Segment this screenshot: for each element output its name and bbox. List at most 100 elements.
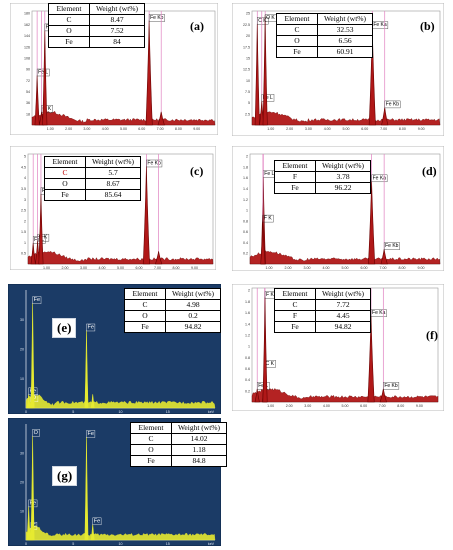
element-cell: F [274,171,316,183]
table-row: F 4.45 [274,310,371,322]
x-tick-label: 1.00 [43,266,50,270]
x-tick-label: 1.00 [47,127,54,131]
peak-label-box [262,214,274,223]
x-tick-label: 5.00 [342,266,349,270]
panel-b: C K Fe L O K Fe Ka Fe Kb 2.5 5 7.5 10 12.5 15 17.5 2… [232,3,444,136]
peak-mark [154,251,163,265]
panel-g: FeCOFeFe102030051015keVElementWeight (wt… [8,418,227,546]
y-tick-label: 4 [24,176,26,180]
x-tick-label: 4.00 [102,127,109,131]
y-tick-label: 1 [24,241,26,245]
weight-cell: 4.45 [315,310,371,322]
y-tick-label: 17.5 [243,45,250,49]
element-cell: Fe [48,36,90,48]
peak-label-box [383,242,400,250]
weight-cell: 7.72 [315,299,371,311]
table-row: Fe 96.22 [274,182,371,194]
background-noise [31,111,216,126]
weight-cell: 6.56 [317,35,373,47]
peak-label-box [370,309,387,317]
x-tick-label: 4.00 [323,266,330,270]
panel-label: (c) [190,164,204,178]
peak-label: O K [39,235,48,241]
column-header-element: Element [274,288,316,300]
y-tick-label: 90 [26,68,30,72]
y-tick-label: 10 [20,377,24,381]
y-tick-label: 30 [20,318,24,322]
weight-cell: 32.53 [317,24,373,36]
element-cell: Fe [274,182,316,194]
x-tick-label: 5.00 [343,127,350,131]
element-cell: O [124,310,166,322]
y-tick-label: 1 [246,209,248,213]
element-cell: Fe [276,46,318,58]
x-tick-label: 5.00 [120,127,127,131]
column-header-element: Element [274,160,316,172]
peak-label-box [32,296,42,304]
y-tick-label: 1 [248,345,250,349]
y-tick-label: 0.8 [243,219,248,223]
table-header-row: Element Weight (wt%) [274,288,371,300]
x-tick-label: 9.00 [418,266,425,270]
element-cell: O [48,25,90,37]
table-header-row: Element Weight (wt%) [274,160,371,172]
weight-cell: 96.22 [315,182,371,194]
x-tick-label: 2.00 [285,266,292,270]
y-tick-label: 0.4 [245,378,250,382]
x-tick-label: 8.00 [399,127,406,131]
y-tick-label: 12.5 [243,68,250,72]
background-noise [25,525,216,541]
element-cell: Fe [130,455,172,467]
table-row: F 3.78 [274,171,371,183]
composition-table: Element Weight (wt%) C 7.72 F 4.45 Fe 94.82 [274,288,371,333]
table-row: O 0.2 [124,310,221,322]
peak-label: O [34,430,39,436]
y-tick-label: 15 [246,56,250,60]
x-tick-label: 5.00 [342,404,349,408]
x-tick-label: 3.00 [83,127,90,131]
composition-table: Element Weight (wt%) C 5.7 O 8.67 Fe 85.64 [44,156,141,201]
peak-label-box [383,382,400,390]
element-cell: Fe [44,189,86,201]
table-row: C 14.02 [130,433,227,445]
y-tick-label: 7.5 [245,90,250,94]
column-header-weight: Weight (wt%) [315,160,371,172]
x-tick-label: 3.00 [305,127,312,131]
composition-table: Element Weight (wt%) C 4.98 O 0.2 Fe 94.82 [124,288,221,333]
composition-table: Element Weight (wt%) C 14.02 O 1.18 Fe 84.8 [130,422,227,467]
y-tick-label: 180 [24,12,30,16]
peak-label: F K [264,216,272,222]
weight-cell: 85.64 [85,189,141,201]
x-tick-label: 6.00 [361,266,368,270]
y-tick-label: 10 [20,510,24,514]
y-tick-label: 20 [20,348,24,352]
peak-label: Fe Ka [373,22,387,28]
table-row: Fe 94.82 [124,321,221,333]
peak-label: Fe [34,297,40,303]
y-tick-label: 1.2 [243,198,248,202]
y-tick-label: 36 [26,101,30,105]
x-tick-label: 9.00 [418,127,425,131]
peak-label-box [92,517,102,526]
background-noise [27,250,214,265]
element-cell: C [124,299,166,311]
background-noise [25,394,216,409]
background-noise [249,250,441,265]
peak-label: O [32,395,37,401]
x-tick-label: keV [208,542,215,546]
peak-label: Fe Kb [386,101,400,107]
element-cell: O [44,178,86,190]
weight-cell: 94.82 [315,321,371,333]
panel-d: Fe L F K Fe Ka Fe Kb 0.2 0.4 0.6 0.8 1 1.2 1.4 1.6 1… [232,146,444,271]
y-tick-label: 5 [24,155,26,159]
x-tick-label: 4.00 [324,127,331,131]
peak-label: F K [266,292,274,298]
y-tick-label: 1.5 [21,230,26,234]
y-tick-label: 2 [248,289,250,293]
y-tick-label: 2.5 [21,209,26,213]
x-tick-label: 7.00 [154,266,161,270]
y-tick-label: 1.6 [243,176,248,180]
table-row: O 6.56 [276,35,373,47]
